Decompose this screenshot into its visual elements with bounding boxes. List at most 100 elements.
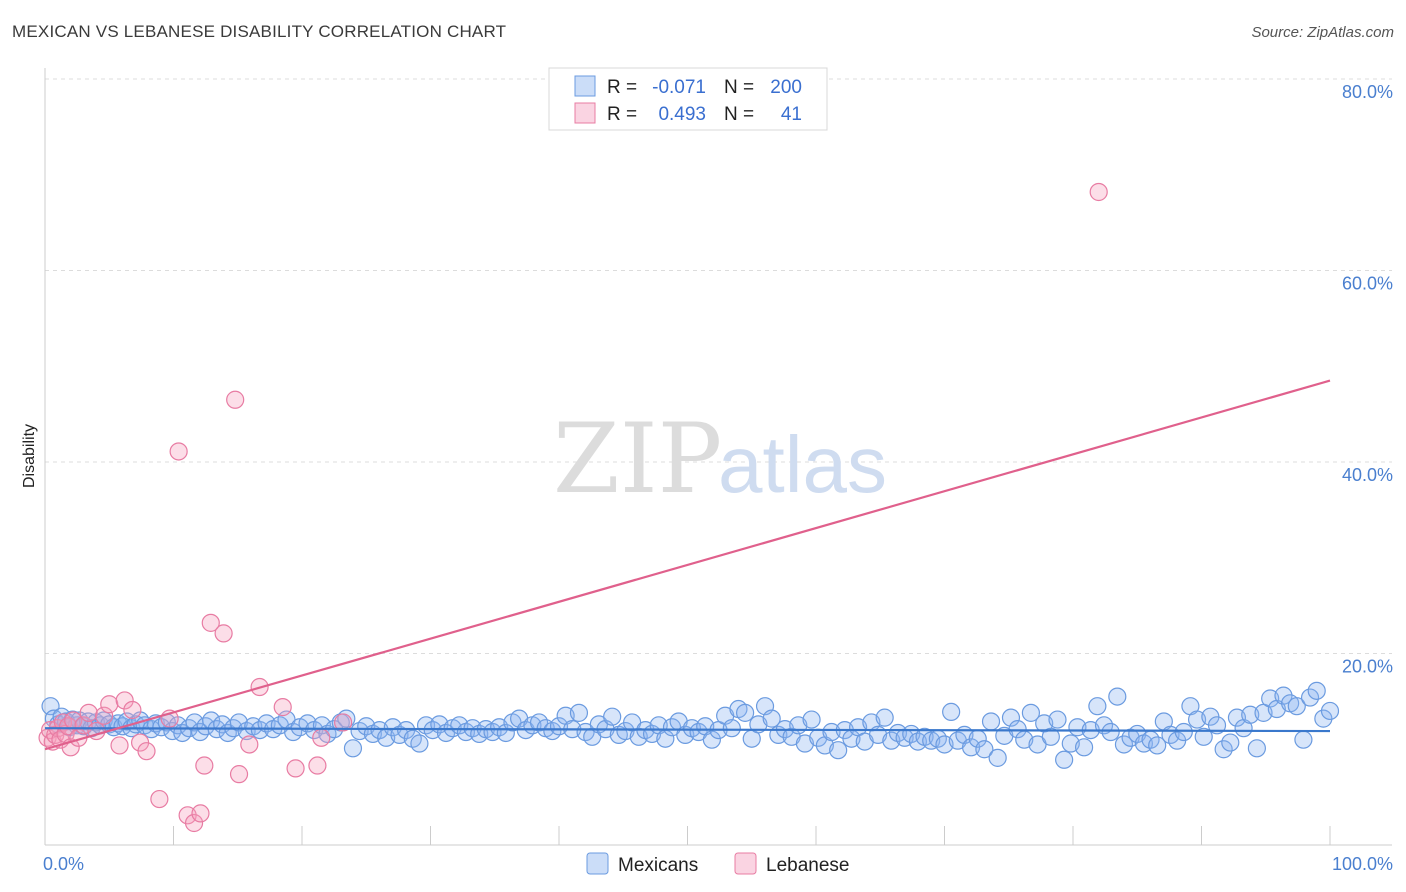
mexicans-point <box>1055 750 1074 769</box>
x-tick-label: 0.0% <box>43 854 84 874</box>
mexicans-point <box>603 707 622 726</box>
x-tick-labels: 0.0% 100.0% <box>43 854 1393 874</box>
mexicans-point <box>569 703 589 722</box>
y-tick-label: 20.0% <box>1342 657 1393 677</box>
legend-r-label-2: R = <box>607 104 637 125</box>
lebanese-point <box>214 624 233 643</box>
mexicans-point <box>1174 722 1193 742</box>
correlation-legend: R = -0.071 N = 200 R = 0.493 N = 41 <box>548 67 828 131</box>
mexicans-point <box>981 712 1001 731</box>
mexicans-point <box>1294 730 1313 749</box>
legend-swatch-lebanese <box>574 102 596 124</box>
mexicans-point <box>343 739 363 758</box>
lebanese-point <box>100 695 119 714</box>
lebanese-point <box>195 756 214 775</box>
mexicans-point <box>736 703 755 722</box>
mexicans-point <box>875 708 894 727</box>
mexicans-point <box>762 709 781 728</box>
lebanese-point <box>240 735 259 754</box>
y-tick-label: 60.0% <box>1342 274 1393 294</box>
mexicans-point <box>1048 710 1067 729</box>
lebanese-point <box>229 765 249 784</box>
legend-r-value-2: 0.493 <box>658 104 706 125</box>
grid-lines <box>45 78 1392 654</box>
mexicans-point <box>795 734 815 753</box>
lebanese-point <box>286 759 305 778</box>
mexicans-point <box>1247 739 1266 758</box>
lebanese-point <box>137 742 156 761</box>
mexicans-point <box>749 715 768 734</box>
x-tick-label: 100.0% <box>1332 854 1393 874</box>
mexicans-point <box>942 702 961 722</box>
legend-n-label-2: N = <box>724 104 754 125</box>
lebanese-point <box>226 390 245 409</box>
series-legend: Mexicans Lebanese <box>586 852 849 876</box>
lebanese-point <box>79 703 98 722</box>
mexicans-point <box>410 734 429 753</box>
bottom-legend-mexicans: Mexicans <box>618 855 698 876</box>
mexicans-point <box>882 731 901 750</box>
mexicans-point <box>1194 727 1213 746</box>
mexicans-point <box>298 714 317 733</box>
lebanese-point <box>308 756 327 775</box>
lebanese-trend-line <box>44 379 1331 751</box>
mexicans-point <box>1001 708 1021 727</box>
y-axis-label: Disability <box>21 424 38 488</box>
mexicans-point <box>1187 710 1207 729</box>
bottom-legend-lebanese: Lebanese <box>766 855 849 876</box>
legend-n-value-1: 200 <box>770 77 802 98</box>
mexicans-point <box>988 748 1007 767</box>
lebanese-point <box>273 698 292 717</box>
y-tick-label: 40.0% <box>1342 465 1393 485</box>
watermark-atlas: atlas <box>718 420 887 509</box>
mexicans-point <box>383 718 402 737</box>
lebanese-point <box>191 804 210 823</box>
mexicans-point <box>1214 740 1233 759</box>
lebanese-point <box>123 700 142 720</box>
mexicans-point <box>1041 727 1060 746</box>
mexicans-point <box>1101 722 1120 742</box>
lebanese-point <box>1089 182 1108 202</box>
mexicans-point <box>1274 686 1293 705</box>
mexicans-point <box>1088 697 1107 716</box>
legend-n-label-1: N = <box>724 77 754 98</box>
chart-source: Source: ZipAtlas.com <box>1251 24 1394 41</box>
mexicans-point <box>1227 708 1247 727</box>
mexicans-point <box>702 730 721 749</box>
mexicans-point <box>549 717 569 736</box>
lebanese-point <box>184 813 204 833</box>
lebanese-point <box>95 706 114 725</box>
mexicans-point <box>1148 736 1167 755</box>
mexicans-point <box>1108 687 1127 706</box>
watermark: ZIP atlas <box>553 403 887 515</box>
mexicans-point <box>1221 733 1240 752</box>
lebanese-point <box>110 736 129 755</box>
mexicans-point <box>1114 735 1134 754</box>
mexicans-point <box>1287 697 1306 716</box>
mexicans-point <box>370 720 389 740</box>
mexicans-trend-line <box>44 727 1331 733</box>
chart-title: MEXICAN VS LEBANESE DISABILITY CORRELATI… <box>12 22 507 41</box>
mexicans-point <box>975 740 994 759</box>
watermark-zip: ZIP <box>553 403 722 515</box>
lebanese-point <box>59 717 78 736</box>
bottom-legend-swatch-lebanese <box>734 852 757 875</box>
lebanese-point <box>115 691 134 710</box>
mexicans-point <box>822 722 841 742</box>
lebanese-point <box>169 442 188 461</box>
mexicans-point <box>1207 716 1227 735</box>
lebanese-point <box>334 713 353 732</box>
mexicans-point <box>1008 720 1027 739</box>
mexicans-point <box>1021 703 1041 722</box>
mexicans-point <box>1300 688 1320 707</box>
mexicans-point <box>1261 689 1280 708</box>
legend-r-value-1: -0.071 <box>652 77 706 98</box>
mexicans-point <box>1307 681 1326 700</box>
axes <box>44 68 1392 846</box>
mexicans-point <box>250 720 270 740</box>
legend-swatch-mexicans <box>574 75 596 97</box>
mexicans-point <box>1074 738 1094 757</box>
legend-r-label-1: R = <box>607 77 637 98</box>
mexicans-point <box>802 710 821 729</box>
